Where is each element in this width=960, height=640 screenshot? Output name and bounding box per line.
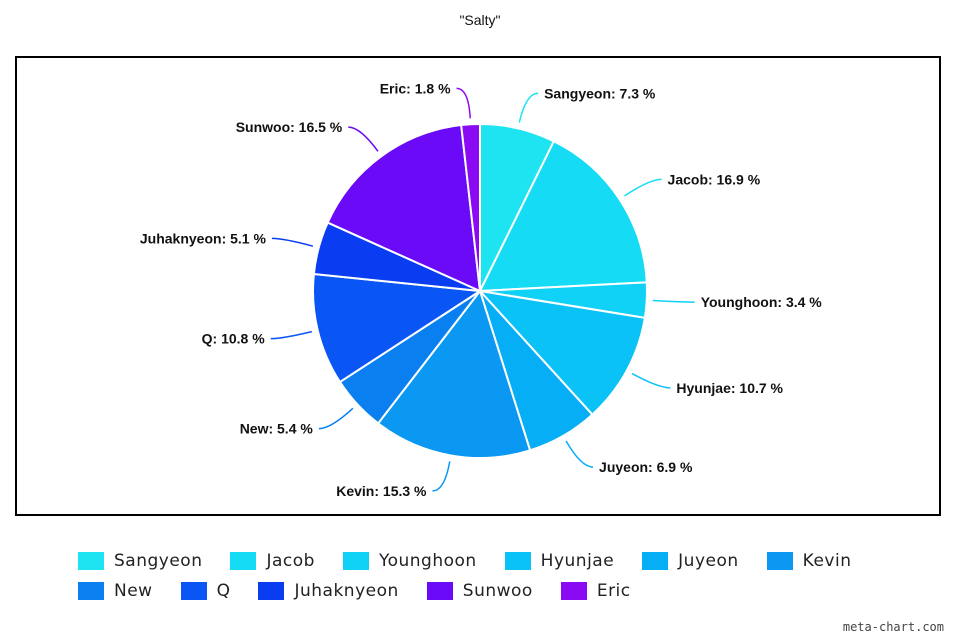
legend-swatch [642, 552, 669, 570]
leader-line-younghoon [652, 299, 695, 303]
legend-item-hyunjae[interactable]: Hyunjae [504, 551, 615, 571]
credit-text: meta-chart.com [842, 620, 944, 634]
legend-label: Eric [596, 581, 631, 601]
leader-line-sunwoo [348, 126, 379, 152]
pie-slice-hyunjae [477, 289, 646, 417]
pie-slice-kevin [376, 288, 532, 459]
legend-swatch [560, 582, 587, 600]
slice-label-sangyeon: Sangyeon: 7.3 % [544, 85, 656, 101]
legend-item-juhaknyeon[interactable]: Juhaknyeon [258, 581, 398, 601]
legend-item-new[interactable]: New [78, 581, 153, 601]
legend-label: Jacob [266, 551, 315, 571]
slice-label-jacob: Jacob: 16.9 % [668, 171, 761, 187]
leader-line-jacob [624, 178, 662, 197]
legend-swatch [504, 552, 531, 570]
legend-swatch [78, 582, 104, 600]
leader-line-juyeon [565, 440, 594, 468]
legend-label: Sunwoo [462, 581, 533, 601]
slice-label-hyunjae: Hyunjae: 10.7 % [676, 380, 783, 396]
legend-label: New [114, 581, 153, 601]
slice-label-q: Q: 10.8 % [202, 331, 266, 347]
leader-line-new [318, 407, 354, 430]
pie-slice-eric [460, 122, 481, 292]
legend-label: Hyunjae [540, 551, 615, 571]
chart-legend: Sangyeon Jacob Younghoon Hyunjae Juyeon Kevin… [78, 546, 918, 606]
chart-frame [15, 56, 941, 516]
legend-swatch [258, 582, 285, 600]
leader-line-sangyeon [518, 92, 539, 123]
legend-label: Younghoon [378, 551, 477, 571]
slice-label-younghoon: Younghoon: 3.4 % [701, 294, 823, 310]
legend-swatch [342, 552, 369, 570]
leader-line-q [270, 330, 313, 340]
pie-slice-q [312, 272, 483, 384]
slice-label-kevin: Kevin: 15.3 % [336, 483, 427, 499]
legend-item-younghoon[interactable]: Younghoon [342, 551, 477, 571]
legend-swatch [78, 552, 104, 570]
legend-item-jacob[interactable]: Jacob [230, 551, 314, 571]
legend-row: New Q Juhaknyeon Sunwoo Eric [78, 576, 918, 606]
pie-slice-jacob [478, 139, 648, 293]
leader-line-eric [456, 87, 471, 119]
legend-item-eric[interactable]: Eric [560, 581, 631, 601]
leader-line-hyunjae [631, 372, 671, 389]
legend-item-juyeon[interactable]: Juyeon [642, 551, 738, 571]
legend-item-sunwoo[interactable]: Sunwoo [426, 581, 533, 601]
slice-label-eric: Eric: 1.8 % [380, 80, 451, 96]
legend-label: Kevin [802, 551, 852, 571]
pie-slice-sunwoo [326, 123, 482, 293]
slice-label-juyeon: Juyeon: 6.9 % [599, 459, 693, 475]
legend-item-sangyeon[interactable]: Sangyeon [78, 551, 202, 571]
slice-label-juhaknyeon: Juhaknyeon: 5.1 % [140, 230, 267, 246]
legend-label: Juhaknyeon [294, 581, 399, 601]
legend-swatch [180, 582, 207, 600]
legend-swatch [426, 582, 453, 600]
chart-title: "Salty" [459, 12, 501, 28]
legend-label: Juyeon [678, 551, 739, 571]
legend-item-kevin[interactable]: Kevin [766, 551, 852, 571]
legend-swatch [230, 552, 257, 570]
leader-line-kevin [432, 461, 451, 492]
legend-label: Q [216, 581, 231, 601]
legend-label: Sangyeon [114, 551, 203, 571]
legend-item-q[interactable]: Q [180, 581, 231, 601]
slice-label-sunwoo: Sunwoo: 16.5 % [236, 119, 343, 135]
legend-row: Sangyeon Jacob Younghoon Hyunjae Juyeon Kevin [78, 546, 918, 576]
slice-label-new: New: 5.4 % [240, 421, 314, 437]
legend-swatch [766, 552, 793, 570]
leader-line-juhaknyeon [271, 237, 314, 247]
